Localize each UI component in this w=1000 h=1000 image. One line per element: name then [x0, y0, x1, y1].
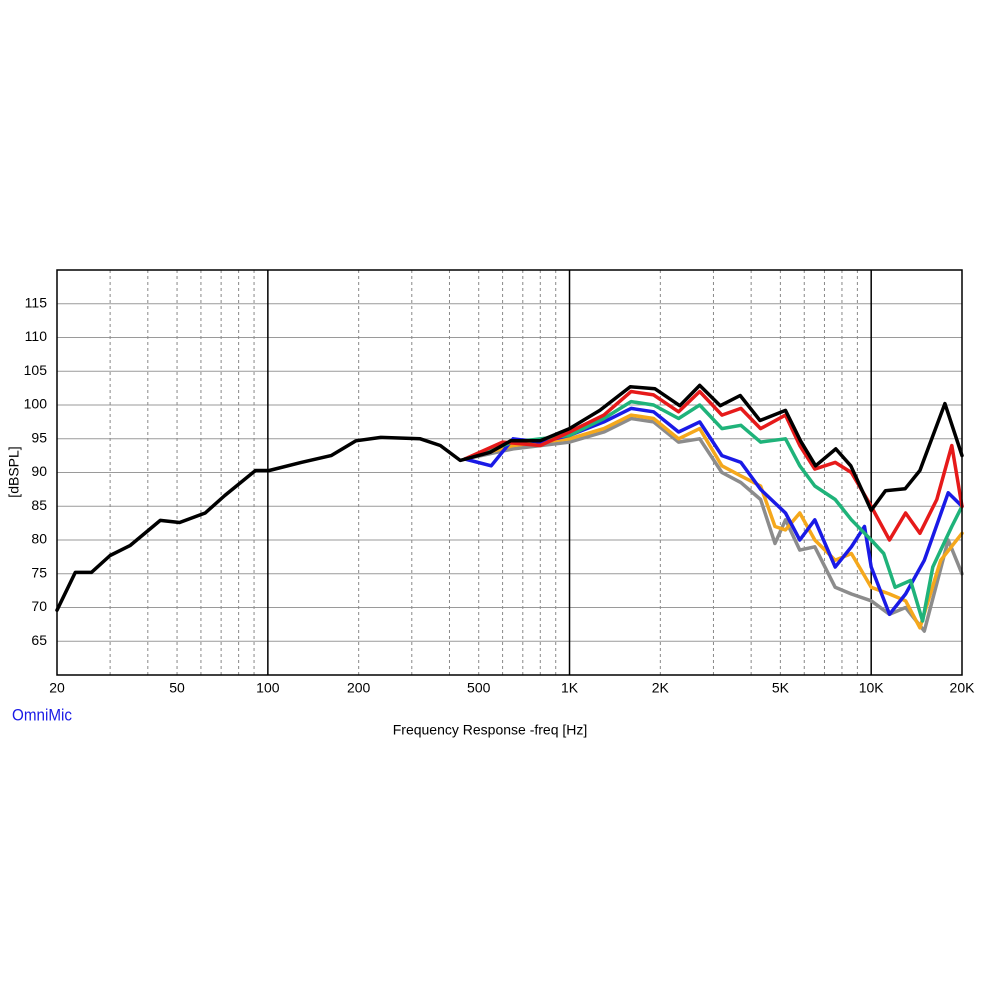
x-tick-label: 5K — [772, 680, 790, 696]
x-tick-label: 20K — [950, 680, 976, 696]
x-tick-label: 50 — [169, 680, 185, 696]
response-line — [463, 413, 964, 630]
y-tick-label: 75 — [31, 564, 47, 580]
response-line — [463, 389, 964, 542]
response-line — [463, 416, 964, 633]
x-tick-label: 2K — [652, 680, 670, 696]
y-tick-label: 90 — [31, 463, 47, 479]
plot-frame — [56, 269, 963, 676]
y-tick-label: 70 — [31, 598, 47, 614]
x-tick-label: 200 — [347, 680, 371, 696]
lines — [55, 383, 964, 633]
y-tick-label: 85 — [31, 497, 47, 513]
x-tick-label: 10K — [859, 680, 885, 696]
y-tick-label: 100 — [24, 396, 48, 412]
x-tick-label: 1K — [561, 680, 579, 696]
response-line — [55, 383, 964, 612]
y-tick-label: 115 — [25, 294, 48, 310]
x-tick-label: 20 — [49, 680, 65, 696]
x-tick-label: 500 — [467, 680, 491, 696]
y-tick-label: 95 — [31, 429, 47, 445]
y-tick-label: 105 — [24, 362, 48, 378]
x-tick-label: 100 — [256, 680, 280, 696]
annotation: OmniMic — [12, 705, 72, 724]
y-tick-label: 80 — [31, 531, 47, 547]
grid — [57, 270, 962, 675]
x-axis-label: Frequency Response -freq [Hz] — [393, 722, 588, 738]
y-tick-label: 65 — [31, 632, 47, 648]
y-tick-label: 110 — [25, 328, 48, 344]
y-axis-label: [dBSPL] — [6, 446, 22, 497]
response-line — [463, 399, 964, 623]
